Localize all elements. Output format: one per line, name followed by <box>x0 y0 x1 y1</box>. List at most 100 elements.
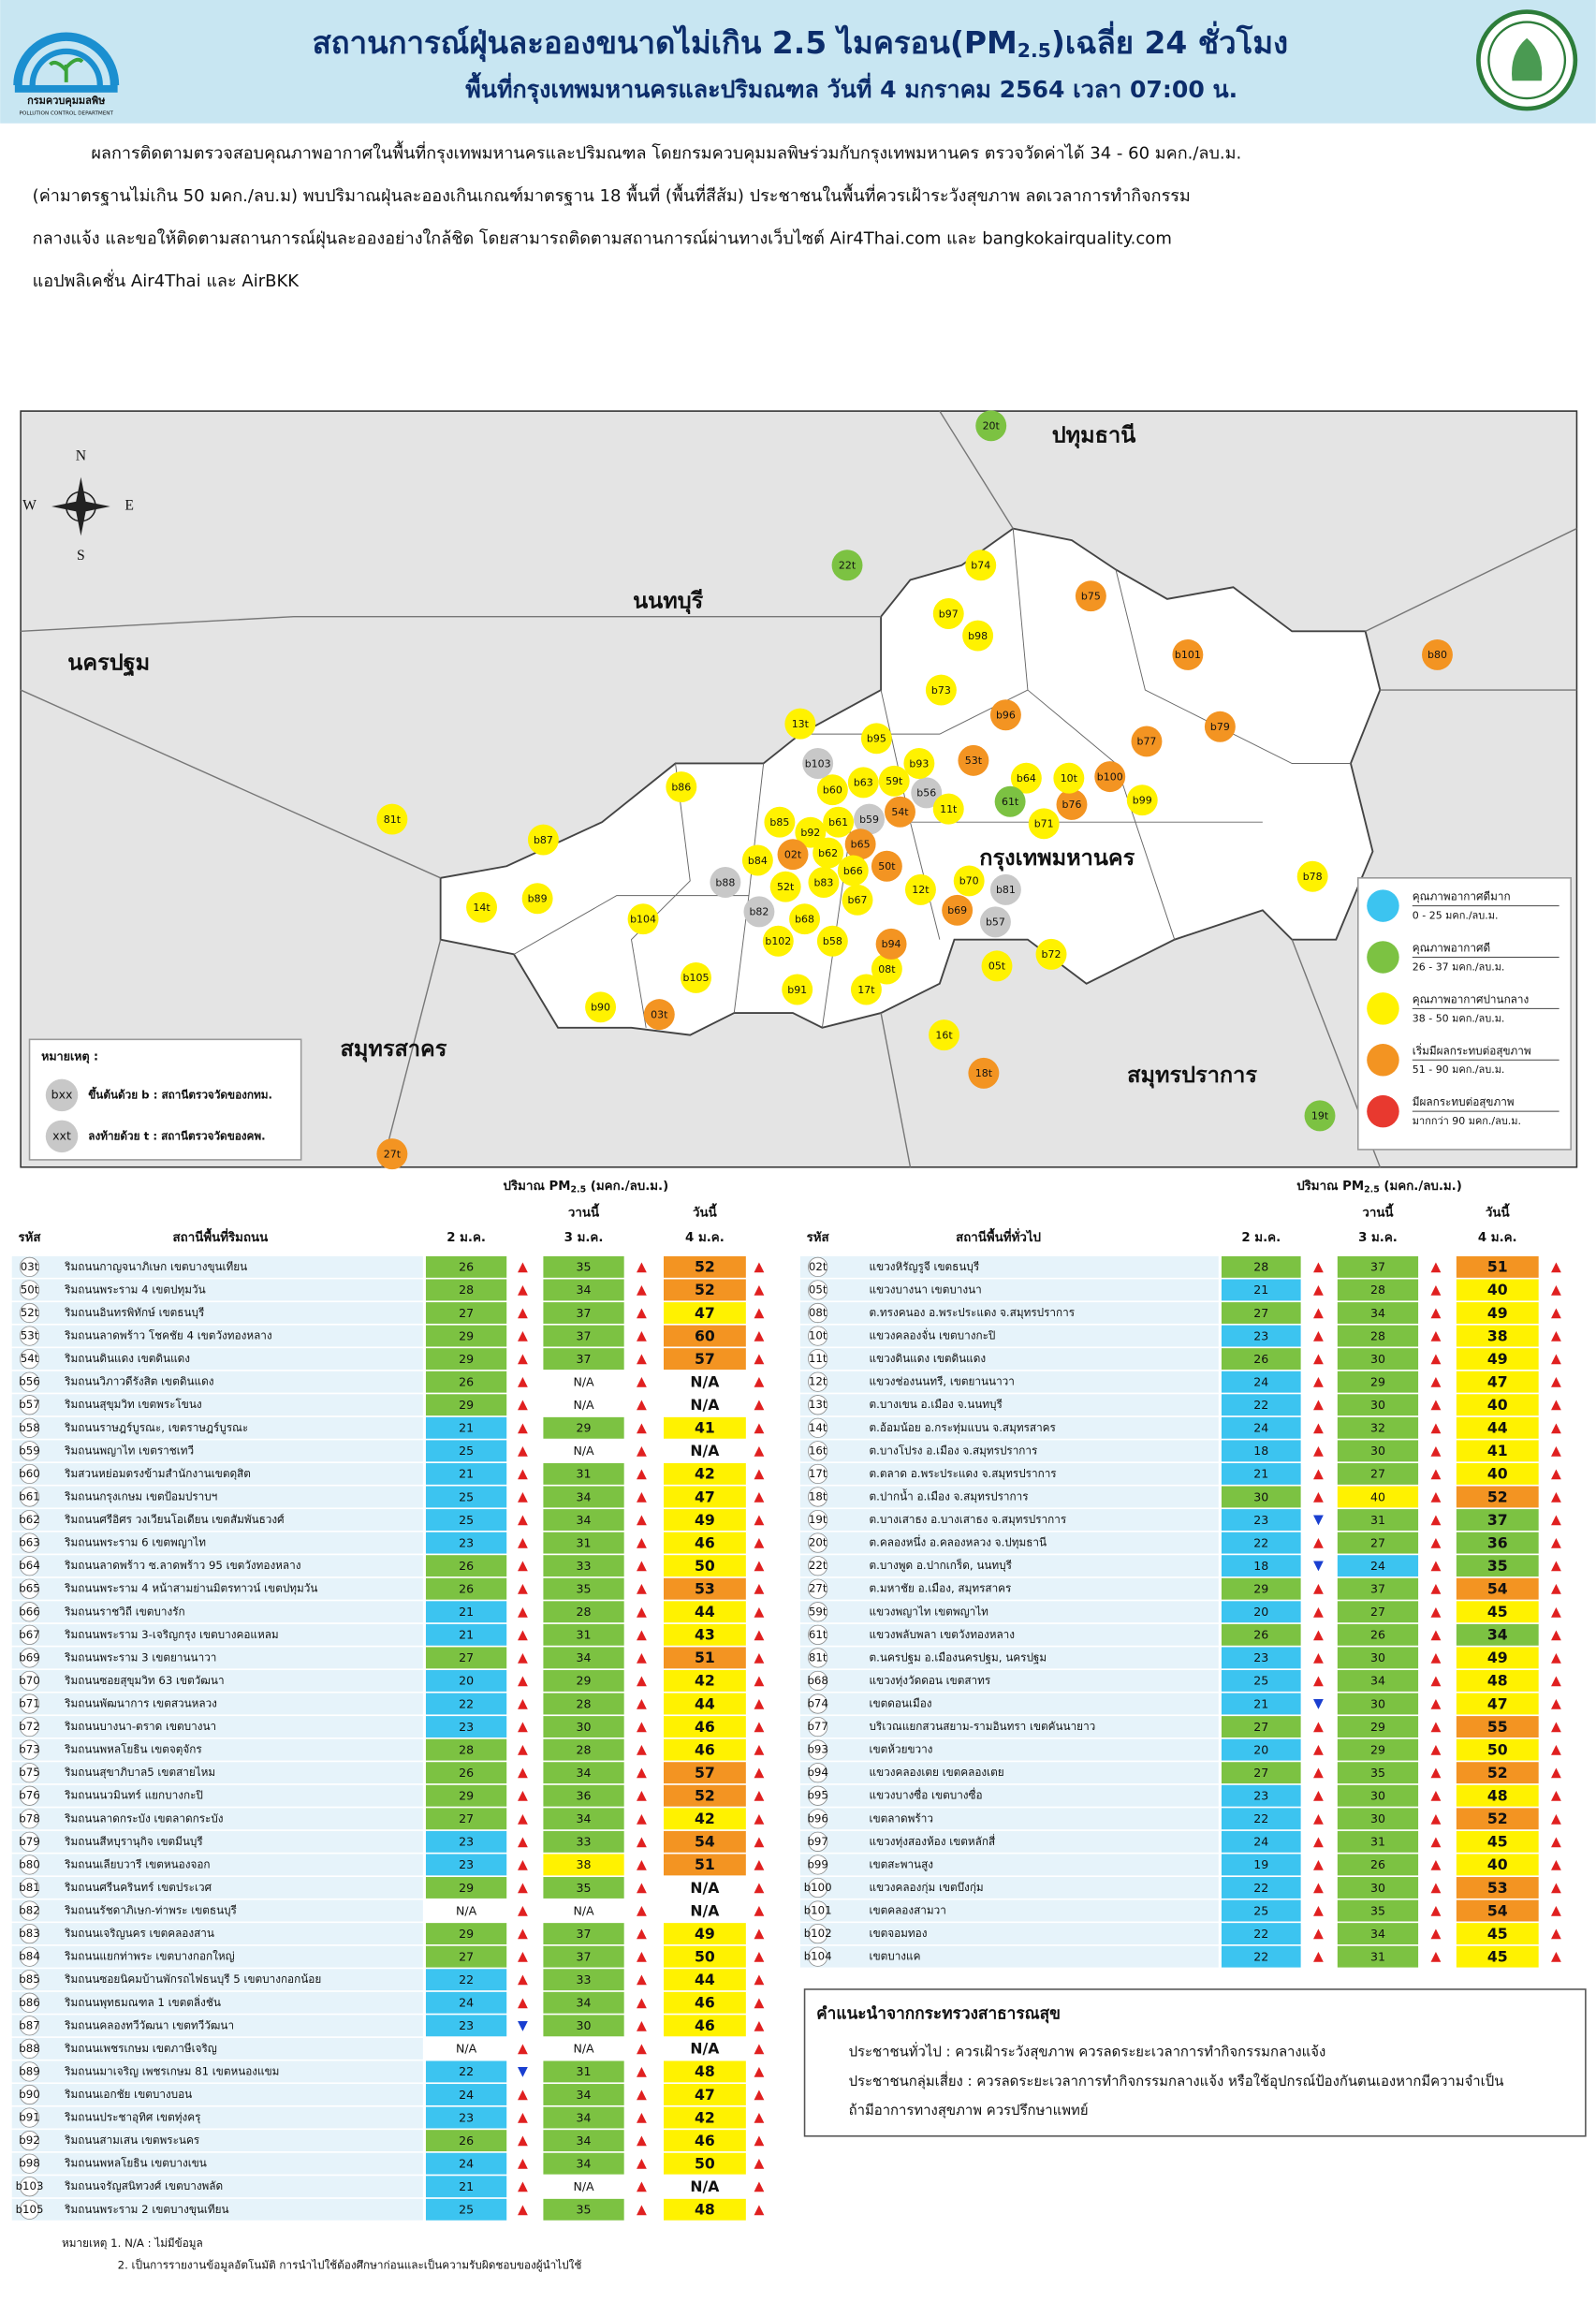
value-cell <box>1456 1899 1539 1922</box>
note-text: ลงท้ายด้วย t : สถานีตรวจวัดของคพ. <box>88 1129 265 1142</box>
trend-arrow: ▲ <box>518 1352 528 1367</box>
value-label: 29 <box>459 1881 474 1895</box>
code-header: รหัส <box>807 1231 830 1245</box>
station-name: แขวงหิรัญรูจี เขตธนบุรี <box>870 1260 980 1274</box>
trend-arrow: ▲ <box>1430 1328 1441 1343</box>
trend-arrow: ▲ <box>518 1834 528 1849</box>
value-label: 50 <box>695 1947 715 1965</box>
value-cell <box>1456 1371 1539 1393</box>
value-cell <box>664 2015 746 2037</box>
station-marker <box>1094 761 1126 793</box>
advice-title: คำแนะนำจากกระทรวงสาธารณสุข <box>816 2005 1061 2024</box>
station-name: ริมถนนคลองทวีวัฒนา เขตทวีวัฒนา <box>64 2018 234 2031</box>
value-cell <box>664 1899 746 1922</box>
trend-arrow: ▲ <box>637 1444 647 1459</box>
value-cell <box>425 1555 507 1577</box>
value-cell <box>425 1877 507 1899</box>
trend-arrow: ▲ <box>1430 1834 1441 1849</box>
trend-arrow: ▲ <box>754 1857 765 1872</box>
trend-arrow: ▲ <box>754 1328 765 1343</box>
value-cell <box>1456 1623 1539 1646</box>
value-label: 51 <box>695 1855 715 1873</box>
value-cell <box>664 1669 746 1692</box>
station-name: ต.ตลาด อ.พระประแดง จ.สมุทรปราการ <box>870 1467 1057 1480</box>
trend-arrow: ▲ <box>1313 1466 1324 1481</box>
note-icon <box>45 1120 79 1153</box>
value-cell <box>543 1440 624 1462</box>
value-label: 28 <box>577 1605 592 1619</box>
code-badge <box>808 1855 828 1875</box>
station-marker <box>643 999 675 1031</box>
station-name: ริมถนนสามเสน เขตพระนคร <box>64 2133 199 2147</box>
trend-arrow: ▲ <box>754 1535 765 1550</box>
value-cell <box>1221 1693 1301 1715</box>
trend-arrow: ▲ <box>754 2064 765 2079</box>
station-marker <box>1131 726 1163 757</box>
station-name: ริมถนนลาดพร้าว ซ.ลาดพร้าว 95 เขตวังทองหล… <box>64 1559 300 1572</box>
station-label: 10t <box>1061 772 1078 784</box>
value-label: 44 <box>695 1971 715 1988</box>
row-band <box>11 1255 423 1278</box>
trend-arrow: ▲ <box>754 1352 765 1367</box>
row-band <box>11 1555 423 1577</box>
station-code: 14t <box>809 1421 827 1434</box>
value-cell <box>1456 1669 1539 1692</box>
trend-arrow: ▲ <box>754 1696 765 1711</box>
value-cell <box>543 1509 624 1531</box>
value-cell <box>543 1762 624 1784</box>
compass <box>51 477 110 536</box>
value-cell <box>1221 1255 1301 1278</box>
value-cell <box>425 2106 507 2129</box>
station-name: เขตสะพานสูง <box>870 1857 933 1871</box>
value-cell <box>1456 1808 1539 1830</box>
unit-sub: 2.5 <box>1364 1184 1380 1195</box>
trend-arrow: ▲ <box>1430 1352 1441 1367</box>
station-code: 22t <box>809 1559 827 1572</box>
value-label: 24 <box>1253 1421 1268 1435</box>
station-code: b83 <box>19 1927 39 1940</box>
trend-arrow: ▲ <box>754 1788 765 1803</box>
station-marker <box>376 803 408 835</box>
station-name: แขวงทุ่งวัดดอน เขตสาทร <box>870 1674 991 1687</box>
trend-arrow: ▲ <box>1430 1259 1441 1274</box>
trend-arrow: ▲ <box>754 1650 765 1665</box>
value-label: 53 <box>1487 1879 1508 1897</box>
value-label: 34 <box>1370 1306 1385 1320</box>
station-label: 52t <box>777 881 795 893</box>
station-name: ริมถนนพระราม 4 หน้าสามย่านมิตรทาวน์ เขตป… <box>64 1582 317 1595</box>
value-cell <box>425 1371 507 1393</box>
station-name: ริมถนนซอยสุขุมวิท 63 เขตวัฒนา <box>64 1674 224 1687</box>
station-label: b73 <box>931 684 951 696</box>
row-band <box>799 1623 1219 1646</box>
value-cell <box>664 1784 746 1807</box>
code-badge <box>808 1280 828 1300</box>
intro-line: กลางแจ้ง และขอให้ติดตามสถานการณ์ฝุ่นละออ… <box>33 227 1172 249</box>
value-cell <box>543 1302 624 1324</box>
trend-arrow: ▲ <box>637 1306 647 1321</box>
trend-arrow: ▼ <box>518 2064 528 2079</box>
value-cell <box>1337 1416 1419 1439</box>
trend-arrow: ▲ <box>1551 1811 1561 1826</box>
value-cell <box>1337 1923 1419 1945</box>
value-label: 29 <box>577 1674 592 1688</box>
station-code: 27t <box>809 1582 827 1595</box>
value-label: 29 <box>1370 1720 1385 1734</box>
station-marker <box>962 620 994 652</box>
row-band <box>11 1509 423 1531</box>
station-label: 22t <box>839 560 857 572</box>
station-code: b102 <box>804 1927 832 1940</box>
value-label: 49 <box>1487 1304 1508 1322</box>
station-marker <box>989 699 1021 731</box>
station-label: 50t <box>878 860 896 872</box>
trend-arrow: ▲ <box>637 1742 647 1757</box>
value-cell <box>1221 1394 1301 1416</box>
legend-label: เริ่มมีผลกระทบต่อสุขภาพ <box>1413 1043 1531 1057</box>
code-badge <box>808 1441 828 1461</box>
value-label: 40 <box>1487 1281 1508 1298</box>
legend-label: คุณภาพอากาศดีมาก <box>1413 890 1511 903</box>
row-band <box>799 1462 1219 1485</box>
trend-arrow: ▲ <box>637 1559 647 1574</box>
trend-arrow: ▲ <box>637 1605 647 1620</box>
trend-arrow: ▲ <box>518 1995 528 2010</box>
station-marker <box>903 748 935 779</box>
